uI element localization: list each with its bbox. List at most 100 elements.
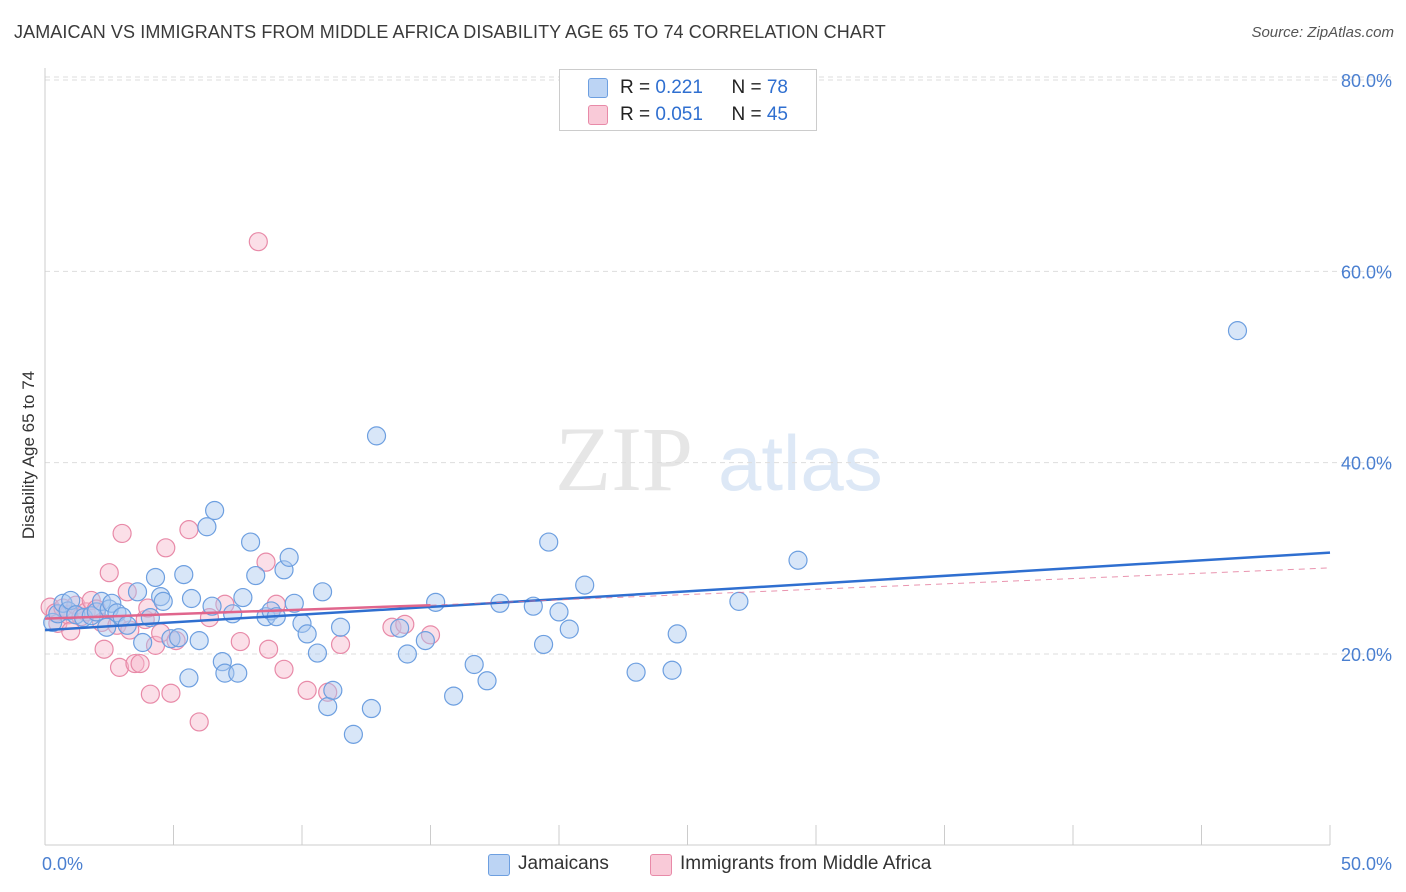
- legend-n-label: N =: [731, 77, 767, 98]
- tick-labels: 20.0% 40.0% 60.0% 80.0% 0.0% 50.0%: [42, 71, 1392, 874]
- data-point-middle-africa: [248, 232, 268, 252]
- data-point-middle-africa: [179, 520, 199, 540]
- chart-title: JAMAICAN VS IMMIGRANTS FROM MIDDLE AFRIC…: [14, 22, 886, 42]
- legend-n-value: 45: [766, 104, 788, 125]
- data-point-middle-africa: [297, 680, 317, 700]
- data-point-jamaicans: [279, 547, 299, 567]
- data-point-jamaicans: [549, 602, 569, 622]
- data-point-jamaicans: [662, 660, 682, 680]
- data-point-middle-africa: [274, 659, 294, 679]
- gridlines: [45, 76, 1392, 655]
- bottom-legend-label: Immigrants from Middle Africa: [680, 853, 932, 874]
- data-point-jamaicans: [559, 619, 579, 639]
- data-point-jamaicans: [366, 426, 387, 446]
- trend-line-middle-africa-extension: [430, 567, 1331, 606]
- data-point-jamaicans: [133, 632, 153, 653]
- data-point-jamaicans: [228, 663, 248, 683]
- y-tick-label: 40.0%: [1341, 454, 1392, 474]
- data-point-jamaicans: [297, 624, 317, 644]
- data-point-jamaicans: [729, 591, 749, 611]
- data-point-jamaicans: [312, 582, 333, 602]
- data-point-jamaicans: [284, 593, 304, 613]
- data-point-jamaicans: [246, 565, 266, 586]
- data-point-jamaicans: [626, 662, 646, 682]
- data-point-jamaicans: [205, 500, 225, 521]
- x-tick-label-min: 0.0%: [42, 854, 83, 874]
- data-point-jamaicans: [788, 550, 808, 570]
- data-point-jamaicans: [307, 643, 328, 663]
- trend-line-jamaicans: [44, 551, 1331, 632]
- watermark-zip: ZIP: [555, 408, 693, 510]
- data-point-jamaicans: [145, 567, 166, 588]
- data-point-jamaicans: [181, 588, 202, 609]
- y-tick-label: 60.0%: [1341, 262, 1392, 282]
- data-point-jamaicans: [415, 631, 435, 651]
- data-point-jamaicans: [477, 671, 497, 691]
- bottom-legend-swatch-blue: [488, 854, 510, 876]
- data-point-middle-africa: [109, 657, 130, 677]
- data-point-jamaicans: [161, 629, 181, 649]
- data-point-middle-africa: [156, 538, 176, 558]
- data-point-jamaicans: [212, 652, 232, 672]
- data-point-jamaicans: [179, 668, 199, 688]
- y-tick-label: 20.0%: [1341, 645, 1392, 665]
- legend-r-value: 0.051: [655, 104, 703, 125]
- data-point-middle-africa: [189, 712, 209, 732]
- source-label: Source: ZipAtlas.com: [1251, 24, 1394, 41]
- data-point-jamaicans: [361, 698, 381, 719]
- data-point-jamaicans: [397, 644, 417, 664]
- watermark: ZIP atlas: [555, 408, 883, 510]
- legend-r-label: R =: [620, 77, 656, 98]
- data-point-jamaicans: [575, 575, 595, 595]
- data-point-jamaicans: [667, 624, 687, 644]
- data-point-middle-africa: [230, 631, 250, 652]
- legend-r-value: 0.221: [655, 77, 703, 98]
- data-point-jamaicans: [189, 631, 209, 651]
- data-point-jamaicans: [1227, 321, 1248, 341]
- series-immigrants-middle-africa: [40, 232, 441, 732]
- data-point-middle-africa: [420, 625, 441, 645]
- data-point-jamaicans: [233, 587, 253, 608]
- x-tick-label-max: 50.0%: [1341, 854, 1392, 874]
- data-point-jamaicans: [318, 697, 338, 717]
- data-point-jamaicans: [202, 596, 222, 616]
- data-point-middle-africa: [395, 614, 415, 634]
- data-point-jamaicans: [241, 532, 261, 552]
- data-point-middle-africa: [140, 684, 160, 704]
- data-point-jamaicans: [274, 560, 294, 580]
- data-point-jamaicans: [539, 532, 559, 552]
- data-point-jamaicans: [444, 686, 464, 706]
- legend-r-label: R =: [620, 104, 656, 125]
- data-point-jamaicans: [323, 680, 343, 700]
- data-point-jamaicans: [61, 590, 81, 611]
- data-point-jamaicans: [102, 593, 122, 613]
- legend-swatch-pink: [588, 105, 608, 125]
- data-point-jamaicans: [153, 591, 173, 611]
- bottom-legend-swatch-pink: [650, 854, 672, 876]
- axes: [44, 68, 1331, 846]
- legend-n-label: N =: [731, 104, 767, 125]
- data-point-middle-africa: [125, 653, 145, 674]
- y-tick-label: 80.0%: [1341, 71, 1392, 91]
- trend-lines: [44, 551, 1331, 632]
- data-point-jamaicans: [390, 618, 410, 638]
- data-point-middle-africa: [258, 639, 279, 659]
- series-jamaicans: [43, 321, 1248, 744]
- data-point-jamaicans: [533, 634, 554, 655]
- data-point-middle-africa: [161, 683, 181, 703]
- data-point-middle-africa: [112, 523, 132, 544]
- data-point-jamaicans: [169, 628, 189, 648]
- data-point-jamaicans: [464, 654, 484, 675]
- data-point-middle-africa: [256, 552, 276, 572]
- legend-n-value: 78: [766, 77, 788, 98]
- trend-line-middle-africa: [44, 603, 431, 620]
- data-point-jamaicans: [174, 564, 194, 585]
- bottom-legend-label: Jamaicans: [518, 853, 609, 874]
- data-point-middle-africa: [117, 582, 137, 602]
- data-point-middle-africa: [99, 563, 119, 583]
- data-point-middle-africa: [330, 634, 351, 655]
- data-point-jamaicans: [140, 608, 160, 628]
- data-point-jamaicans: [330, 617, 351, 637]
- y-axis-label: Disability Age 65 to 74: [19, 371, 38, 539]
